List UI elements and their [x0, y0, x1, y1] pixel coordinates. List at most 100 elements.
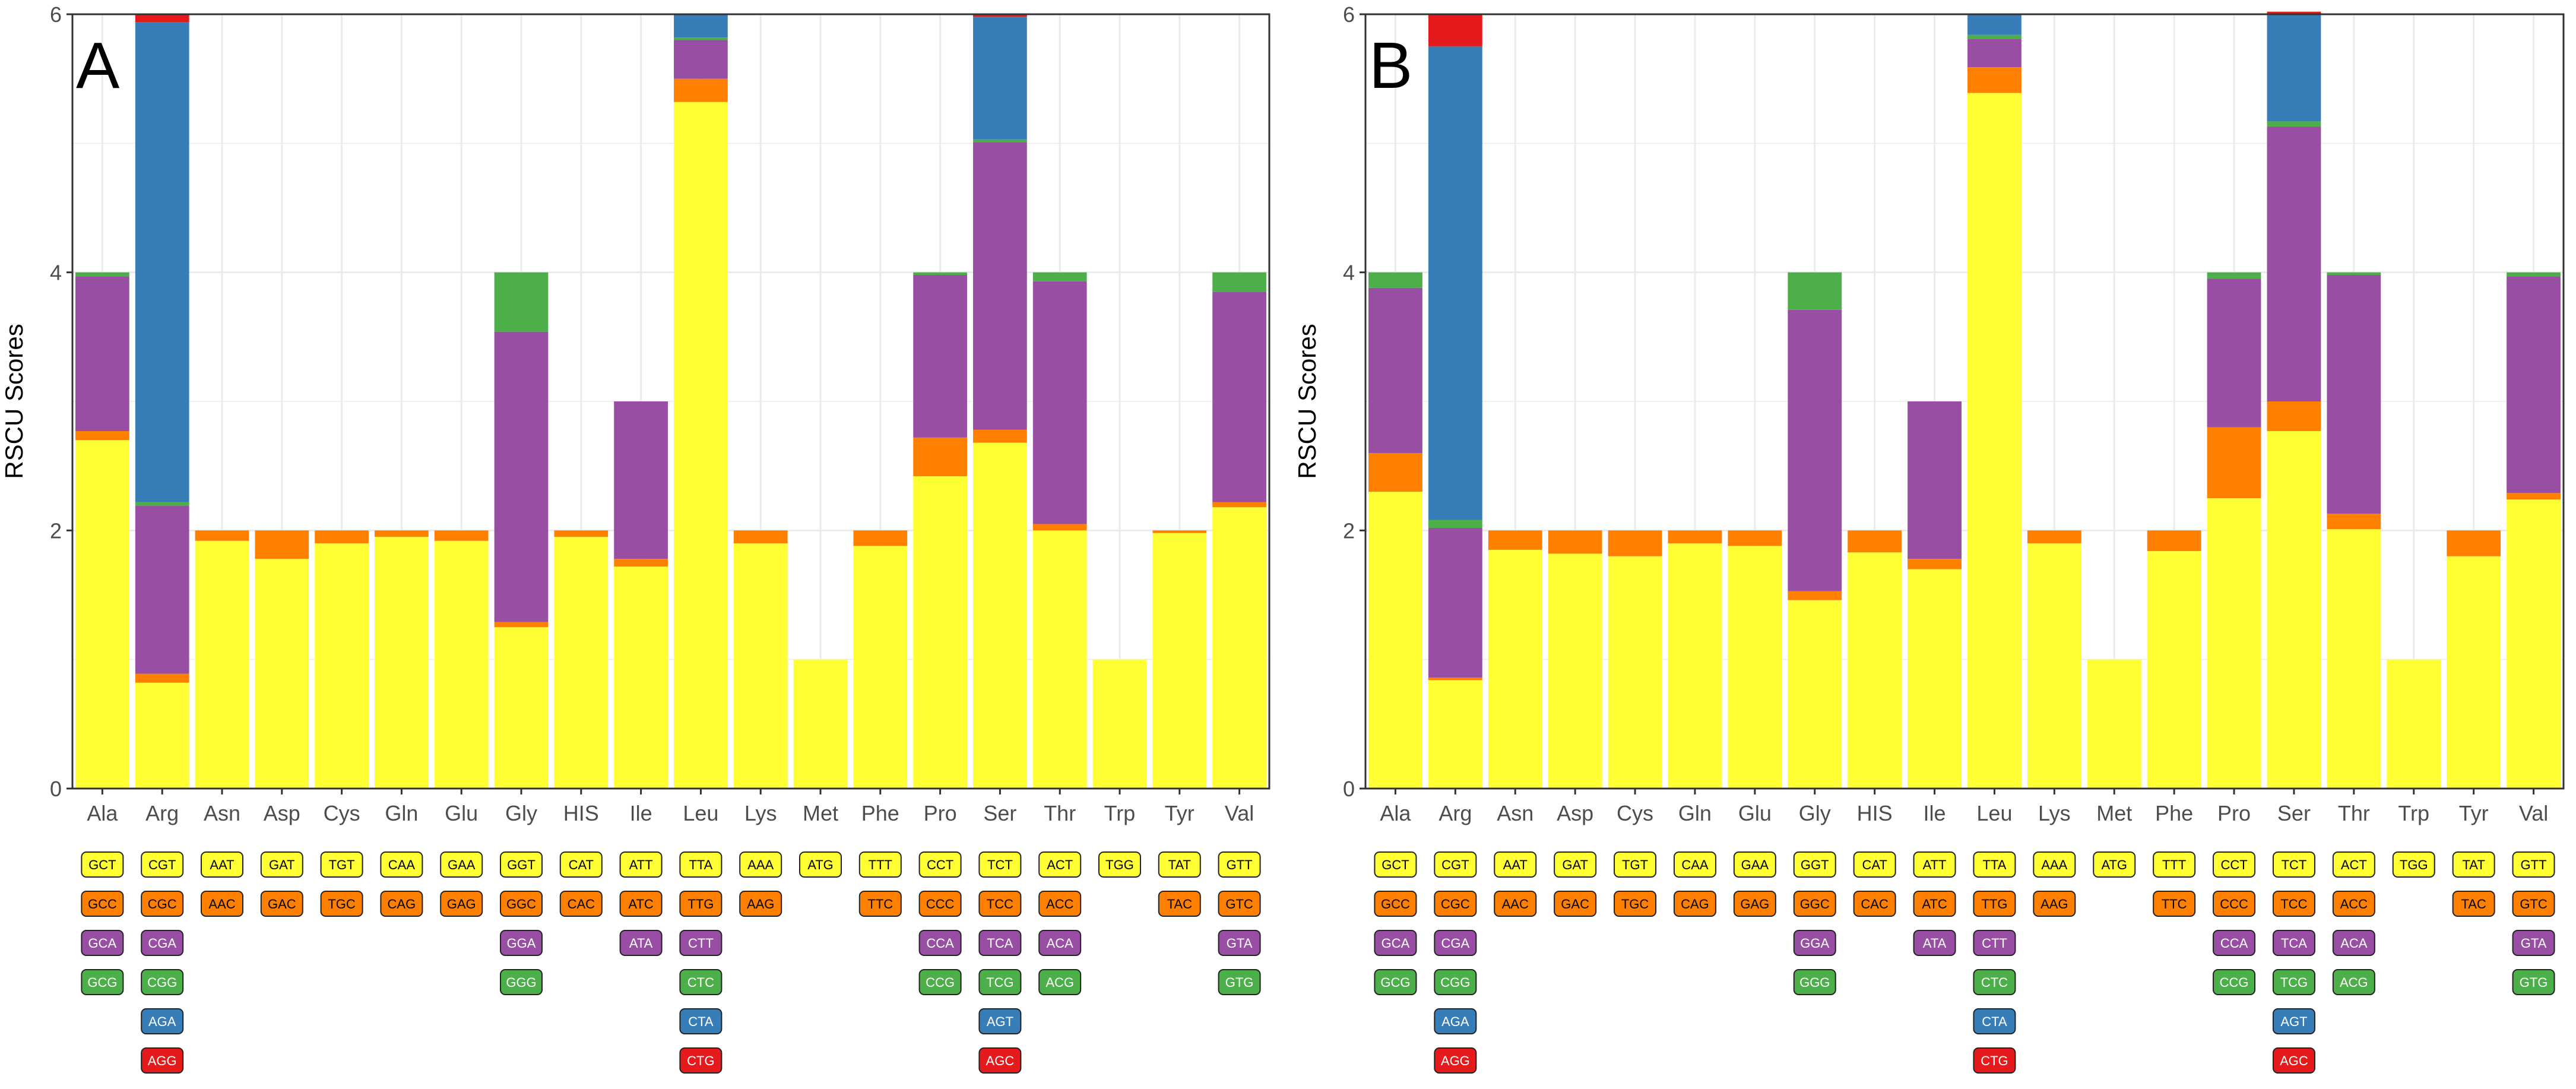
codon-box-gac	[1554, 891, 1597, 917]
codon-label-gtt: GTT	[1227, 857, 1253, 872]
x-tick-label: Asn	[1497, 801, 1533, 825]
codon-label-cct: CCT	[927, 857, 953, 872]
codon-box-acc	[2332, 891, 2375, 917]
bar-segment-pro-1	[913, 476, 967, 789]
bar-segment-met-1	[793, 659, 848, 789]
bar-segment-ser-2	[2267, 401, 2321, 431]
codon-label-cta: CTA	[688, 1014, 714, 1029]
bar-segment-thr-1	[1032, 530, 1087, 789]
codon-label-atc: ATC	[1922, 897, 1947, 911]
bar-segment-asn-2	[195, 530, 249, 541]
x-tick-label: Gln	[1678, 801, 1712, 825]
codon-label-ttg: TTG	[1981, 897, 2007, 911]
codon-box-ggc	[1793, 891, 1836, 917]
x-tick-label: Ser	[983, 801, 1016, 825]
codon-box-aga	[141, 1008, 184, 1034]
codon-box-ggt	[500, 851, 543, 878]
x-tick-label: Lys	[2038, 801, 2071, 825]
codon-box-att	[619, 851, 663, 878]
bar-segment-leu-3	[1967, 39, 2021, 68]
codon-box-atg	[2093, 851, 2136, 878]
codon-box-gag	[440, 891, 483, 917]
codon-label-aat: AAT	[1503, 857, 1528, 872]
bar-segment-val-3	[1212, 292, 1266, 502]
bar-segment-arg-1	[1428, 680, 1482, 789]
codon-label-aca: ACA	[2340, 936, 2368, 951]
bar-segment-asp-2	[255, 530, 309, 559]
bar-segment-val-4	[2507, 272, 2561, 277]
codon-label-gac: GAC	[1561, 897, 1589, 911]
codon-label-agt: AGT	[987, 1014, 1013, 1029]
bar-segment-leu-1	[1967, 93, 2021, 789]
codon-label-cac: CAC	[568, 897, 595, 911]
codon-label-gag: GAG	[447, 897, 476, 911]
codon-box-cat	[1853, 851, 1896, 878]
codon-box-cct	[918, 851, 962, 878]
codon-label-acg: ACG	[1045, 975, 1074, 990]
x-tick-label: Trp	[1104, 801, 1136, 825]
bar-segment-gln-1	[1668, 543, 1722, 789]
y-tick-label: 6	[1343, 2, 1355, 27]
x-tick-label: Leu	[683, 801, 718, 825]
y-tick-label: 4	[1343, 261, 1355, 285]
codon-box-aag	[2033, 891, 2076, 917]
x-tick-label: Glu	[1738, 801, 1772, 825]
codon-box-act	[2332, 851, 2375, 878]
codon-label-cgc: CGC	[1441, 897, 1470, 911]
codon-box-gcg	[1374, 969, 1417, 995]
codon-box-ccc	[918, 891, 962, 917]
bar-segment-tyr-2	[1152, 530, 1207, 533]
codon-box-gac	[260, 891, 303, 917]
bar-segment-thr-3	[2327, 275, 2381, 514]
codon-label-cgc: CGC	[148, 897, 177, 911]
panel-label: B	[1369, 29, 1412, 102]
codon-box-tca	[978, 930, 1022, 956]
bar-segment-thr-3	[1032, 281, 1087, 524]
codon-box-aaa	[739, 851, 782, 878]
codon-label-ttt: TTT	[869, 857, 892, 872]
codon-label-acc: ACC	[1046, 897, 1074, 911]
codon-label-caa: CAA	[1681, 857, 1709, 872]
bar-segment-asn-1	[195, 540, 249, 789]
codon-box-gca	[1374, 930, 1417, 956]
codon-box-cgt	[141, 851, 184, 878]
codon-label-tcg: TCG	[986, 975, 1013, 990]
codon-box-acg	[1038, 969, 1082, 995]
y-tick-label: 6	[50, 2, 62, 27]
codon-box-aat	[201, 851, 243, 878]
bar-segment-val-1	[1212, 507, 1266, 789]
codon-box-aag	[739, 891, 782, 917]
codon-box-gaa	[1733, 851, 1776, 878]
y-axis-title: RSCU Scores	[1293, 324, 1321, 479]
codon-box-gct	[81, 851, 124, 878]
codon-label-aca: ACA	[1047, 936, 1074, 951]
bar-segment-val-4	[1212, 272, 1266, 292]
bar-segment-leu-3	[674, 40, 728, 79]
y-tick-label: 4	[50, 261, 62, 285]
codon-box-gga	[500, 930, 543, 956]
codon-box-aac	[1494, 891, 1537, 917]
bar-segment-tyr-2	[2447, 530, 2501, 556]
codon-label-ttc: TTC	[867, 897, 893, 911]
codon-box-acg	[2332, 969, 2375, 995]
codon-label-act: ACT	[1047, 857, 1073, 872]
codon-label-gta: GTA	[1227, 936, 1253, 951]
codon-box-atc	[619, 891, 663, 917]
bar-segment-pro-2	[913, 437, 967, 477]
codon-label-tat: TAT	[2463, 857, 2485, 872]
codon-label-gcc: GCC	[1381, 897, 1410, 911]
codon-box-atc	[1913, 891, 1956, 917]
codon-box-tca	[2272, 930, 2315, 956]
panel-label: A	[76, 29, 120, 102]
codon-box-gtc	[1218, 891, 1261, 917]
codon-label-aat: AAT	[210, 857, 234, 872]
bar-segment-tyr-1	[1152, 533, 1207, 789]
codon-label-aag: AAG	[747, 897, 774, 911]
codon-label-cat: CAT	[569, 857, 594, 872]
bar-segment-arg-5	[1428, 46, 1482, 520]
codon-box-ccg	[918, 969, 962, 995]
codon-box-agt	[2272, 1008, 2315, 1034]
bar-segment-gly-1	[494, 627, 549, 789]
bar-segment-arg-4	[1428, 520, 1482, 528]
bar-segment-arg-6	[1428, 14, 1482, 47]
